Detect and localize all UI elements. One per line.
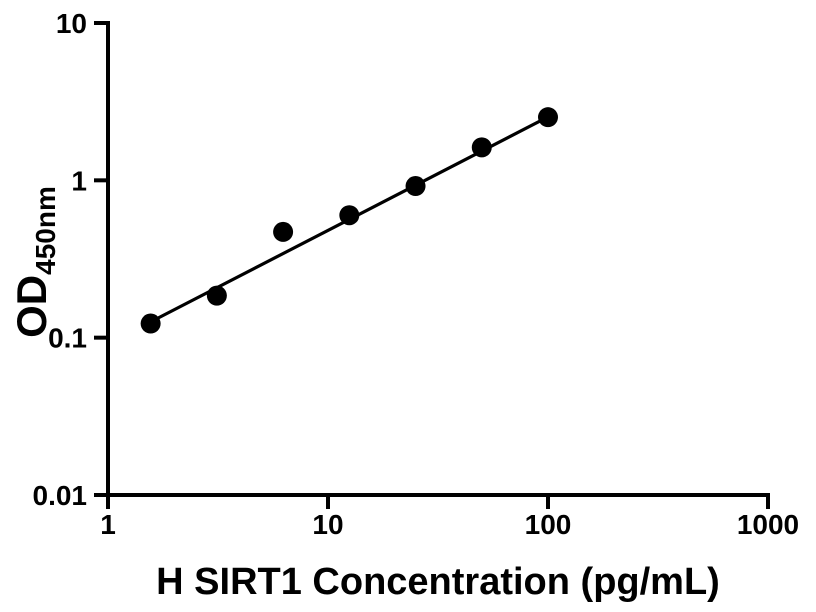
- x-tick-label: 1: [100, 509, 116, 540]
- data-point: [471, 137, 492, 158]
- y-axis-title-main: OD: [8, 275, 55, 338]
- y-tick-label: 0.01: [33, 480, 88, 511]
- y-axis-title: OD450nm: [8, 186, 61, 338]
- x-axis-title: H SIRT1 Concentration (pg/mL): [156, 561, 720, 603]
- data-points-group: [140, 107, 558, 334]
- y-tick-label: 10: [56, 8, 87, 39]
- data-point: [140, 313, 161, 334]
- data-point: [273, 221, 294, 242]
- x-tick-label: 100: [525, 509, 572, 540]
- data-point: [206, 285, 227, 306]
- y-axis: 0.01 0.1 1 10: [33, 8, 110, 511]
- x-tick-label: 10: [312, 509, 343, 540]
- data-point: [405, 176, 426, 197]
- x-axis: 1 10 100 1000: [100, 493, 799, 540]
- y-tick-label: 1: [71, 165, 87, 196]
- y-axis-title-subscript: 450nm: [30, 186, 61, 275]
- x-tick-label: 1000: [737, 509, 799, 540]
- y-tick-label: 0.1: [48, 323, 87, 354]
- data-point: [538, 107, 558, 128]
- data-point: [339, 205, 360, 226]
